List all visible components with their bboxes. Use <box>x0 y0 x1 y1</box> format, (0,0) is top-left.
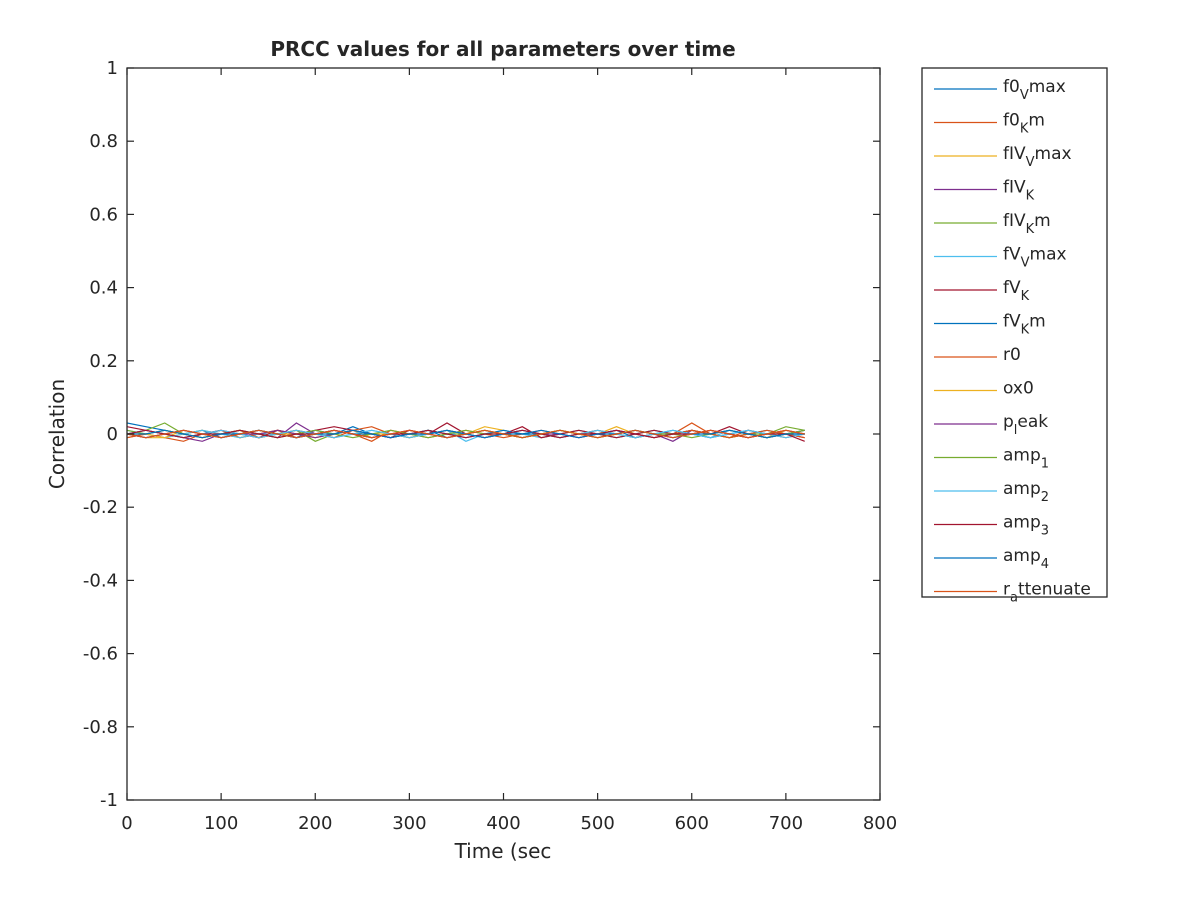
series-line <box>126 429 805 439</box>
legend-item: amp4 <box>934 546 1049 572</box>
legend-item: amp3 <box>934 513 1049 539</box>
legend-label: pleak <box>1003 412 1048 438</box>
y-axis-ticks: -1 -0.8 -0.6 -0.4 -0.2 0 0.2 0.4 0.6 0.8 1 <box>83 58 880 811</box>
legend-label: amp1 <box>1003 446 1049 472</box>
legend-label: fVK <box>1003 278 1030 304</box>
chart-title: PRCC values for all parameters over time <box>270 37 735 61</box>
legend-item: f0Vmax <box>934 77 1066 103</box>
x-axis-label: Time (sec <box>454 839 552 863</box>
y-axis-label: Correlation <box>45 379 69 489</box>
legend-item: ox0 <box>934 379 1034 399</box>
legend-label: rattenuate <box>1003 580 1091 606</box>
x-axis-ticks: 0 100 200 300 400 500 600 700 800 <box>121 68 897 834</box>
x-tick-label: 600 <box>675 813 709 834</box>
legend-item: pleak <box>934 412 1048 438</box>
y-tick-label: 0.2 <box>89 351 118 372</box>
y-tick-label: 1 <box>107 58 118 79</box>
legend-label: fIVKm <box>1003 211 1051 237</box>
legend-item: amp1 <box>934 446 1049 472</box>
legend-label: amp2 <box>1003 479 1049 505</box>
y-tick-label: 0.8 <box>89 131 118 152</box>
legend-label: ox0 <box>1003 379 1034 399</box>
legend-item: rattenuate <box>934 580 1091 606</box>
x-tick-label: 500 <box>580 813 614 834</box>
x-tick-label: 300 <box>392 813 426 834</box>
legend-label: r0 <box>1003 345 1021 365</box>
legend-label: fIVK <box>1003 178 1035 204</box>
x-tick-label: 200 <box>298 813 332 834</box>
y-tick-label: -0.2 <box>83 497 118 518</box>
legend-item: fIVK <box>934 178 1035 204</box>
legend-label: f0Km <box>1003 111 1045 137</box>
x-tick-label: 800 <box>863 813 897 834</box>
legend-label: fVVmax <box>1003 245 1067 271</box>
y-tick-label: -0.6 <box>83 644 118 665</box>
y-tick-label: -0.4 <box>83 570 118 591</box>
legend: f0Vmax f0Km fIVVmax fIVK fIVKm fVVmax fVK fVKm r… <box>921 67 1108 606</box>
x-tick-label: 700 <box>769 813 803 834</box>
legend-label: amp3 <box>1003 513 1049 539</box>
x-tick-label: 100 <box>204 813 238 834</box>
legend-label: fIVVmax <box>1003 144 1072 170</box>
x-tick-label: 0 <box>121 813 132 834</box>
legend-item: r0 <box>934 345 1021 365</box>
series-lines <box>126 422 805 442</box>
y-tick-label: 0 <box>107 424 118 445</box>
legend-item: f0Km <box>934 111 1045 137</box>
legend-item: fIVVmax <box>934 144 1072 170</box>
legend-label: f0Vmax <box>1003 77 1066 103</box>
legend-label: fVKm <box>1003 312 1046 338</box>
legend-label: amp4 <box>1003 546 1049 572</box>
legend-item: fVKm <box>934 312 1046 338</box>
legend-item: amp2 <box>934 479 1049 505</box>
y-tick-label: -0.8 <box>83 717 118 738</box>
legend-items: f0Vmax f0Km fIVVmax fIVK fIVKm fVVmax fVK fVKm r… <box>934 77 1091 606</box>
y-tick-label: 0.4 <box>89 278 118 299</box>
legend-item: fIVKm <box>934 211 1051 237</box>
y-tick-label: -1 <box>100 790 118 811</box>
legend-item: fVK <box>934 278 1030 304</box>
x-tick-label: 400 <box>486 813 520 834</box>
legend-item: fVVmax <box>934 245 1067 271</box>
y-tick-label: 0.6 <box>89 204 118 225</box>
